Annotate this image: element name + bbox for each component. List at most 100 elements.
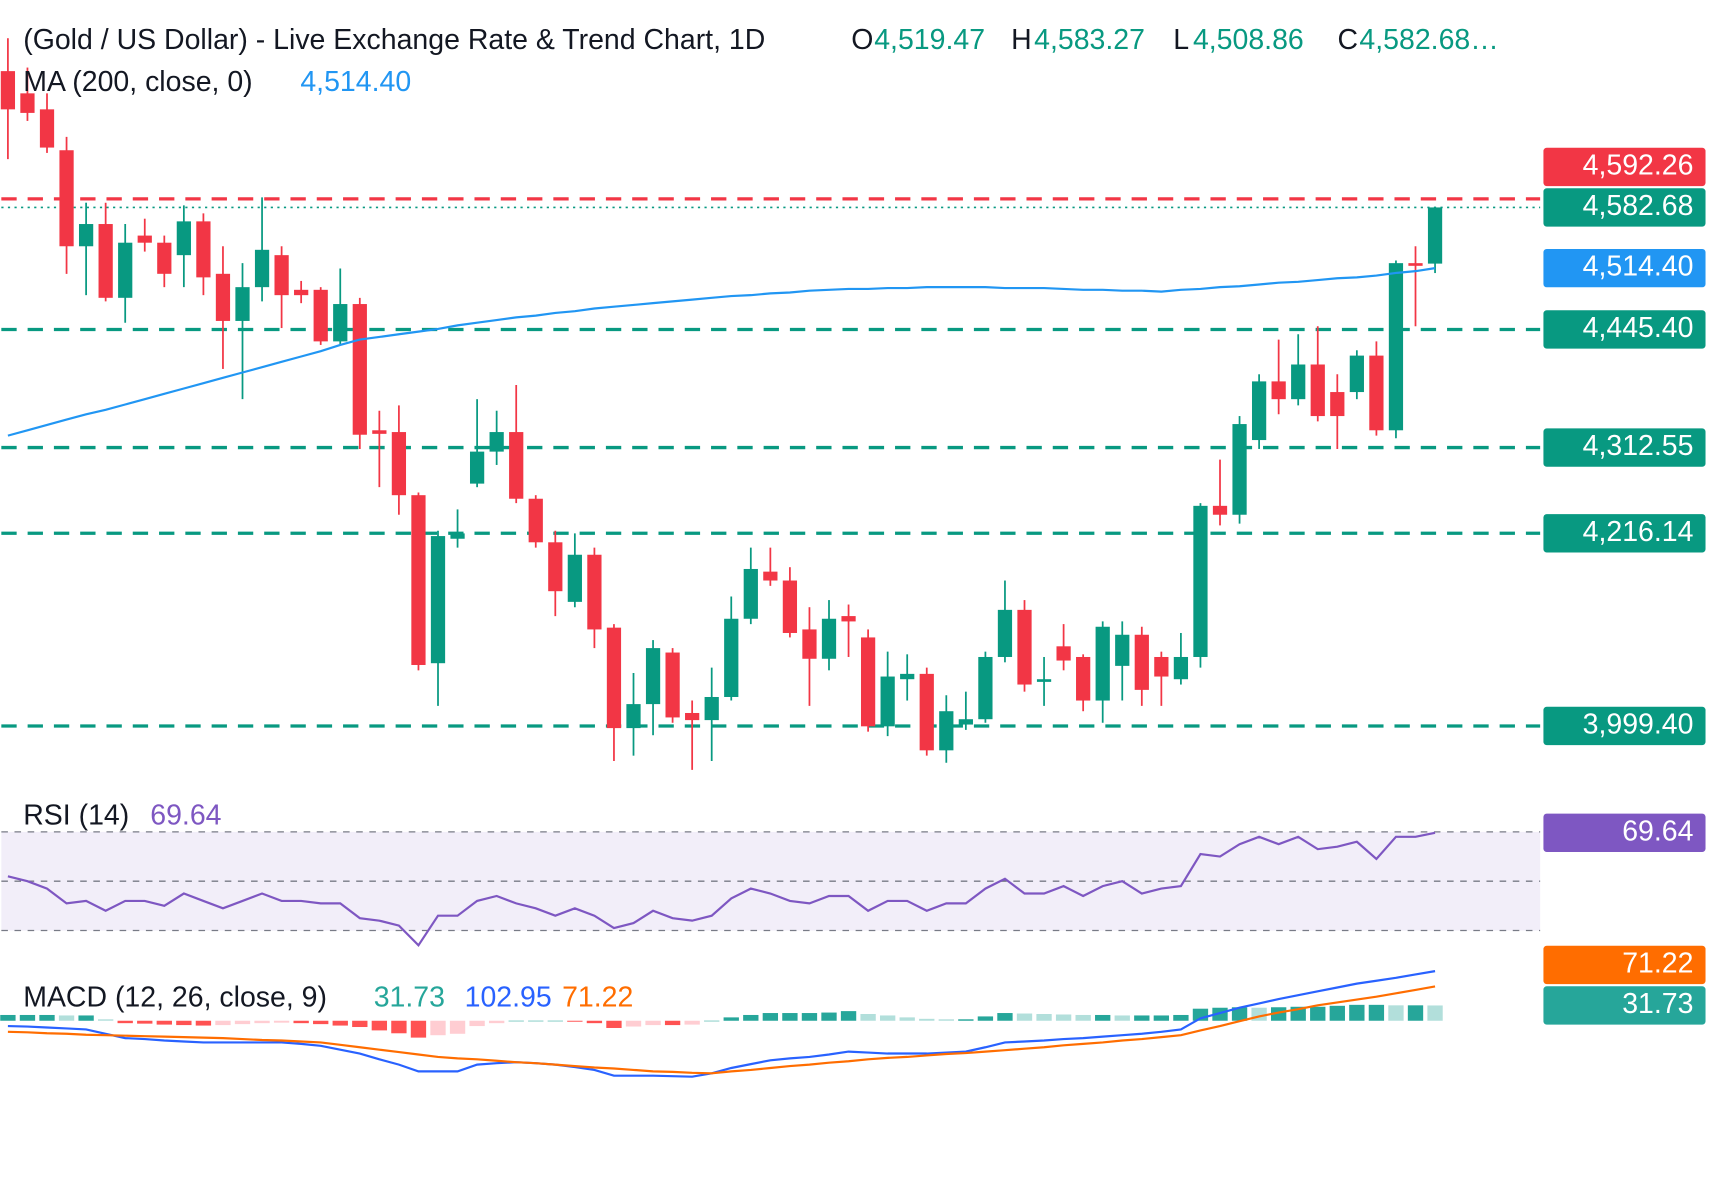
candle-body [1291,364,1306,400]
chart-title: (Gold / US Dollar) - Live Exchange Rate … [23,24,765,56]
candle-body [1173,656,1189,680]
candle-body [274,255,289,296]
candle-body [1193,505,1208,657]
histogram-bar [860,1014,876,1021]
histogram-bar [997,1013,1013,1021]
histogram-bar [371,1020,388,1031]
candle-body [78,224,94,247]
candle-body [606,627,622,729]
histogram-bar [195,1020,212,1026]
candle-body [1408,263,1423,266]
histogram-bar [664,1020,681,1026]
histogram-bar [508,1020,524,1022]
candle-body [626,704,641,729]
histogram-bar [645,1020,661,1026]
candle-body [313,289,328,342]
legend-layer: (Gold / US Dollar) - Live Exchange Rate … [23,24,1498,1013]
value-box [1543,514,1706,553]
candle-body [1251,381,1267,441]
histogram-bar [137,1020,153,1024]
candle-body [430,536,446,664]
histogram-bar [547,1020,563,1022]
value-box-label: 69.64 [1622,815,1693,847]
moving-average-line [7,267,1436,437]
histogram-bar [97,1019,114,1021]
rsi-band [1,831,1541,931]
candle-body [900,673,915,680]
histogram-bar [0,1014,16,1021]
candle-body [1310,364,1325,417]
candle-body [939,711,954,751]
histogram-bar [78,1015,94,1021]
histogram-bar [528,1020,544,1022]
candle-body [685,712,700,721]
candle-body [1388,263,1404,431]
histogram-bar [1036,1014,1052,1021]
candle-body [98,224,113,298]
value-box [1543,188,1706,227]
histogram-bar [488,1020,505,1024]
rsi-line [7,831,1436,948]
candle-body [1056,646,1071,661]
histogram-bar [449,1020,466,1034]
value-box [1543,310,1706,349]
candle-body [1427,207,1443,264]
candle-body [528,498,543,543]
ohlc-label: O [851,24,873,56]
candle-body [724,618,739,697]
candle-body [1330,392,1345,417]
histogram-bar [410,1020,427,1038]
histogram-bar [39,1014,55,1021]
histogram-bar [293,1020,309,1024]
candle-body [919,673,934,751]
histogram-bar [1329,1005,1345,1021]
rsi-legend-value: 69.64 [150,800,221,832]
candle-body [782,580,798,633]
candle-body [587,554,602,630]
histogram-bar [938,1019,954,1021]
histogram-bar [879,1015,896,1021]
histogram-bar [1427,1005,1443,1021]
candle-body [997,609,1013,657]
value-box-label: 31.73 [1622,988,1693,1020]
histogram-bar [117,1020,133,1024]
candle-body [743,568,758,619]
histogram-bar [782,1013,798,1021]
histogram-bar [625,1020,642,1027]
histogram-bar [1055,1014,1072,1021]
candle-body [860,637,876,727]
candle-body [802,629,817,659]
value-box [1543,986,1706,1025]
value-box [1543,945,1706,985]
ohlc-label: C [1338,24,1359,56]
candle-body [391,432,407,496]
histogram-bar [977,1016,994,1021]
histogram-bar [273,1020,290,1023]
candle-body [958,719,973,725]
candle-body [411,495,426,665]
candle-body [704,696,719,721]
candle-body [39,109,55,148]
candle-body [880,676,895,727]
ohlc-value: 4,508.86 [1193,24,1304,56]
candle-body [567,554,582,602]
label-box-layer: 4,592.26 4,582.68 4,514.40 4,445.40 4,312.55… [1543,147,1706,1025]
histogram-bar [821,1012,837,1021]
candle-body [352,304,367,435]
histogram-bar [899,1017,915,1021]
histogram-bar [723,1017,739,1021]
histogram-bar [254,1020,270,1024]
candle-body [978,656,993,720]
histogram-bar [469,1020,485,1027]
rsi-legend-name: RSI (14) [23,800,129,832]
histogram-bar [352,1020,368,1028]
histogram-bar [176,1020,192,1026]
value-box-label: 4,514.40 [1583,251,1694,283]
candle-body [1349,355,1364,393]
histogram-bar [586,1020,603,1024]
candle-body [841,616,856,622]
candle-body [469,451,485,484]
value-box-label: 4,445.40 [1583,312,1694,344]
candle-body [137,235,152,243]
